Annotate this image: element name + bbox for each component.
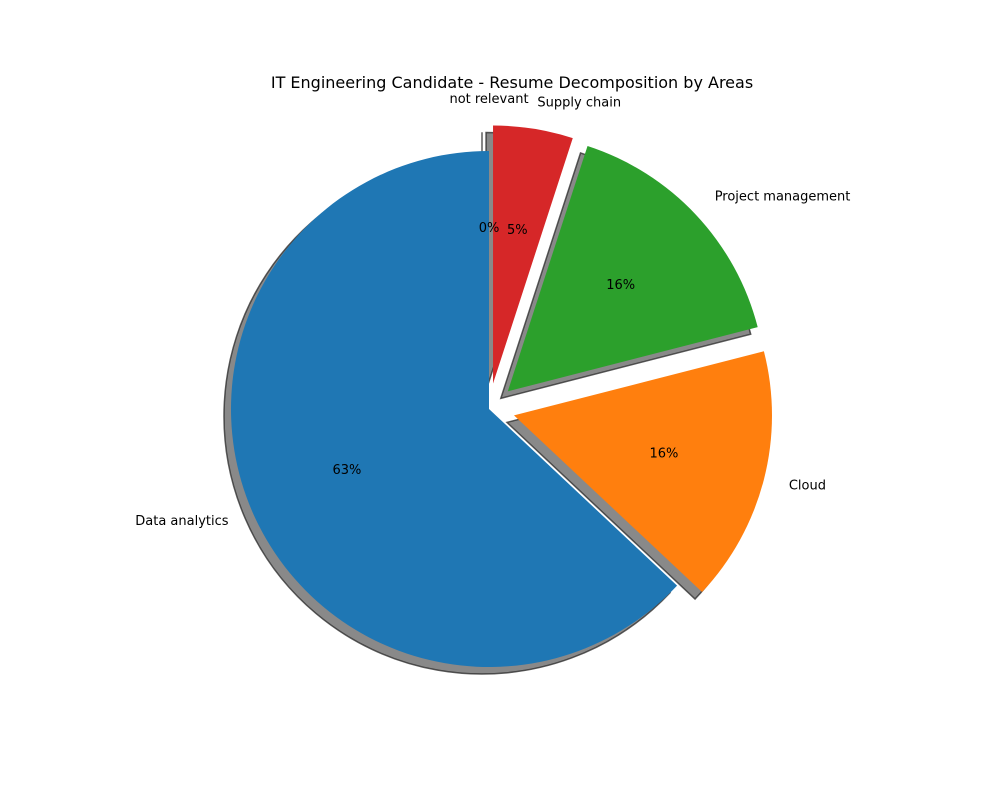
pie-slice-project-management — [507, 145, 758, 392]
slice-percent-data-analytics: 63% — [332, 463, 361, 478]
label-layer: Data analytics 63% Cloud 16% Project managem… — [135, 92, 850, 529]
pie-slice-cloud — [513, 351, 772, 593]
pie-slice-data-analytics — [231, 151, 678, 668]
slice-percent-not-relevant: 0% — [479, 221, 500, 236]
slice-percent-project-management: 16% — [606, 278, 635, 293]
slice-percent-supply-chain: 5% — [507, 223, 528, 238]
slice-label-data-analytics: Data analytics — [135, 514, 229, 529]
slice-label-not-relevant: not relevant — [449, 92, 528, 107]
wedge-layer — [231, 125, 772, 668]
slice-label-project-management: Project management — [715, 190, 851, 205]
slice-percent-cloud: 16% — [649, 446, 678, 461]
chart-title: IT Engineering Candidate - Resume Decomp… — [271, 73, 753, 92]
slice-label-supply-chain: Supply chain — [537, 96, 621, 111]
slice-label-cloud: Cloud — [789, 478, 826, 493]
pie-slice-supply-chain — [493, 125, 573, 384]
